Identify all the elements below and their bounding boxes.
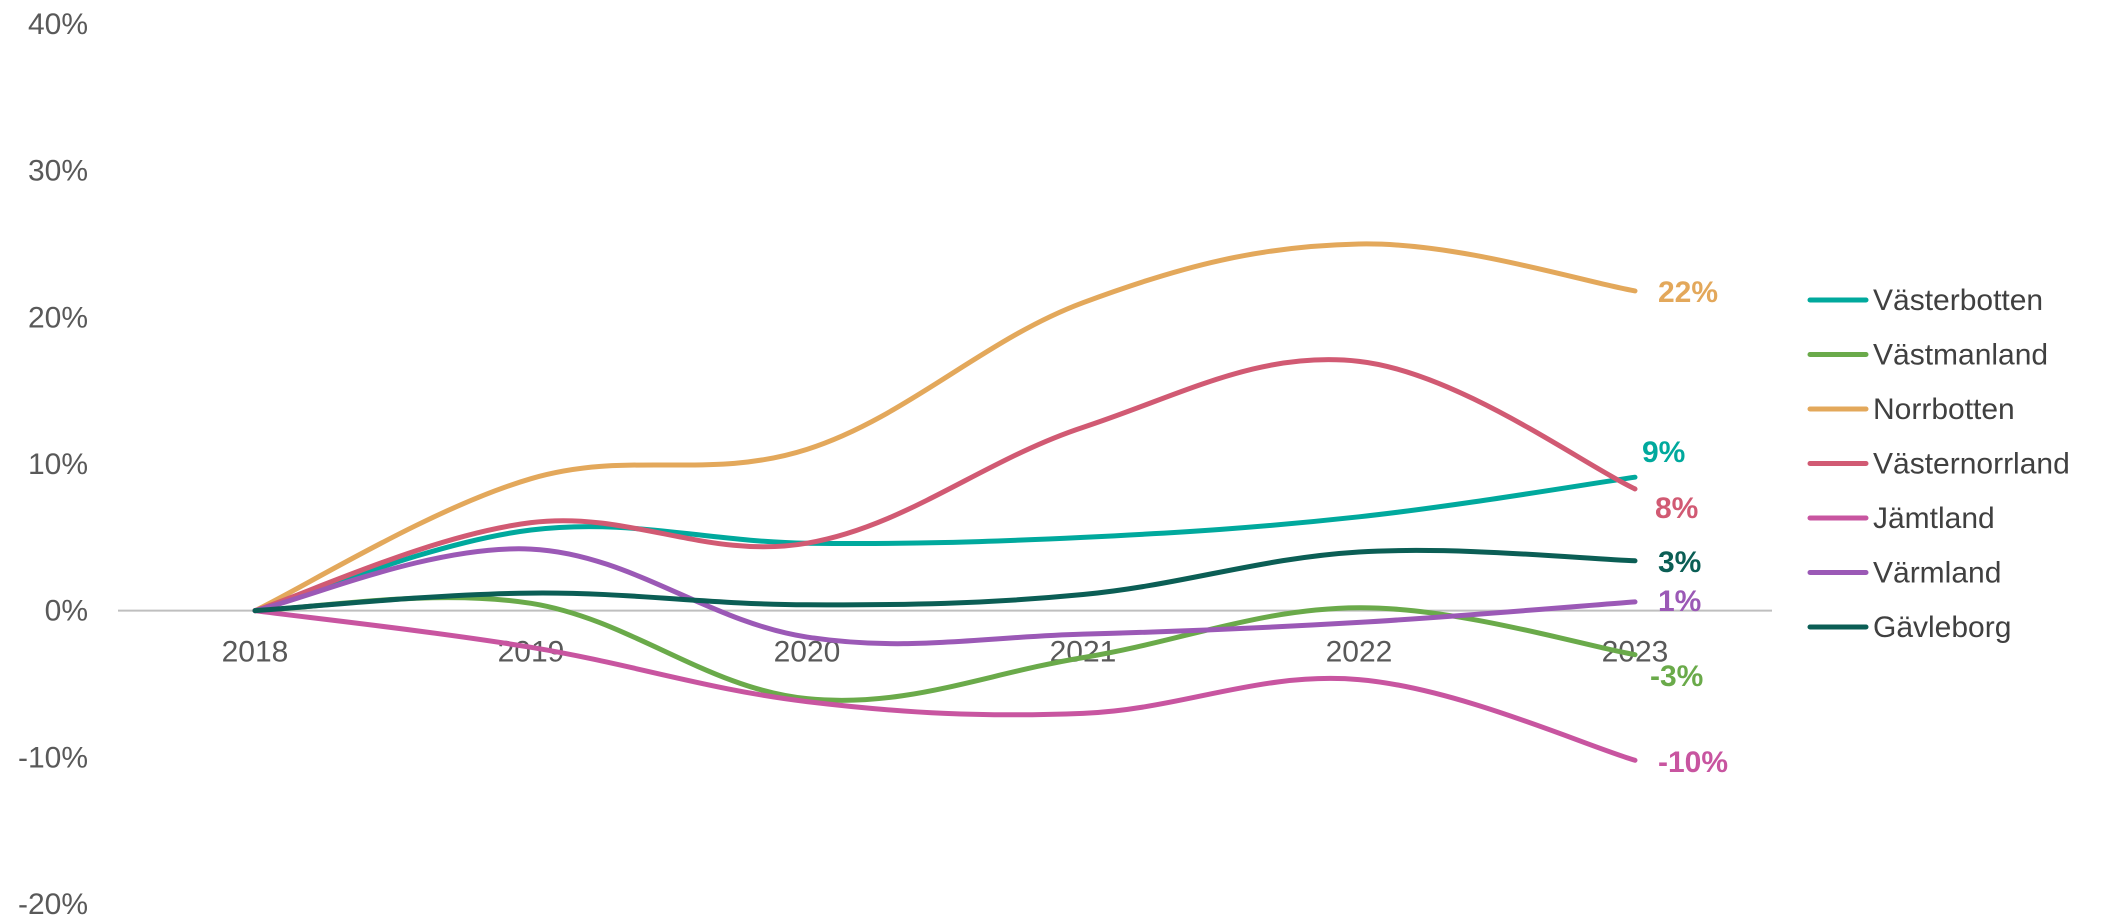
x-tick-label: 2018 bbox=[222, 636, 289, 669]
legend-label: Västerbotten bbox=[1873, 284, 2043, 317]
legend-item: Västmanland bbox=[1807, 339, 2048, 372]
legend-label: Västernorrland bbox=[1873, 448, 2070, 481]
x-tick-label: 2022 bbox=[1326, 636, 1393, 669]
legend-label: Norrbotten bbox=[1873, 393, 2015, 426]
y-tick-label: 20% bbox=[28, 301, 88, 334]
series-line bbox=[252, 595, 1638, 703]
y-tick-label: -20% bbox=[18, 888, 88, 920]
y-tick-label: 10% bbox=[28, 448, 88, 481]
series-line bbox=[252, 357, 1638, 614]
end-value-label: 3% bbox=[1658, 546, 1701, 579]
y-tick-label: 0% bbox=[45, 595, 88, 628]
end-value-label: 8% bbox=[1655, 492, 1698, 525]
end-value-label: 9% bbox=[1642, 436, 1685, 469]
y-tick-label: 40% bbox=[28, 8, 88, 41]
legend: Västerbotten Västmanland Norrbotten Västern… bbox=[1807, 284, 2070, 644]
legend-item: Västerbotten bbox=[1807, 284, 2043, 317]
series-lines bbox=[252, 241, 1638, 763]
series-line bbox=[252, 546, 1638, 647]
end-value-label: 22% bbox=[1658, 276, 1718, 309]
legend-item: Norrbotten bbox=[1807, 393, 2015, 426]
legend-item: Jämtland bbox=[1807, 502, 1995, 535]
legend-label: Värmland bbox=[1873, 557, 2001, 590]
series-line bbox=[252, 608, 1638, 763]
end-value-label: 1% bbox=[1658, 585, 1701, 618]
legend-label: Jämtland bbox=[1873, 502, 1995, 535]
series-line bbox=[252, 241, 1638, 614]
y-axis-ticks: 40% 30% 20% 10% 0% -10% -20% bbox=[18, 8, 88, 920]
legend-item: Gävleborg bbox=[1807, 611, 2011, 644]
series-line bbox=[252, 547, 1638, 614]
end-value-labels: 9% -3% 22% 8% -10% 1% 3% bbox=[1642, 276, 1728, 779]
end-value-label: -10% bbox=[1658, 746, 1728, 779]
end-value-label: -3% bbox=[1650, 660, 1703, 693]
legend-label: Gävleborg bbox=[1873, 611, 2011, 644]
series-line bbox=[252, 474, 1638, 614]
y-tick-label: -10% bbox=[18, 741, 88, 774]
legend-item: Värmland bbox=[1807, 557, 2001, 590]
legend-item: Västernorrland bbox=[1807, 448, 2070, 481]
legend-label: Västmanland bbox=[1873, 339, 2048, 372]
y-tick-label: 30% bbox=[28, 155, 88, 188]
